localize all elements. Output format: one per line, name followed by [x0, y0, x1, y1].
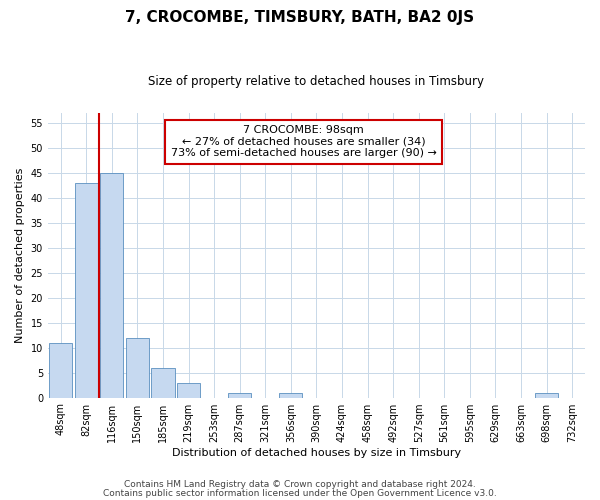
Y-axis label: Number of detached properties: Number of detached properties — [15, 168, 25, 343]
Title: Size of property relative to detached houses in Timsbury: Size of property relative to detached ho… — [148, 75, 484, 88]
Bar — [151, 368, 175, 398]
Bar — [177, 382, 200, 398]
Bar — [228, 392, 251, 398]
Bar — [100, 172, 124, 398]
Bar — [535, 392, 558, 398]
Bar — [75, 182, 98, 398]
Bar — [49, 342, 72, 398]
Bar — [280, 392, 302, 398]
Text: Contains public sector information licensed under the Open Government Licence v3: Contains public sector information licen… — [103, 488, 497, 498]
X-axis label: Distribution of detached houses by size in Timsbury: Distribution of detached houses by size … — [172, 448, 461, 458]
Text: 7 CROCOMBE: 98sqm
← 27% of detached houses are smaller (34)
73% of semi-detached: 7 CROCOMBE: 98sqm ← 27% of detached hous… — [171, 126, 437, 158]
Bar — [126, 338, 149, 398]
Text: 7, CROCOMBE, TIMSBURY, BATH, BA2 0JS: 7, CROCOMBE, TIMSBURY, BATH, BA2 0JS — [125, 10, 475, 25]
Text: Contains HM Land Registry data © Crown copyright and database right 2024.: Contains HM Land Registry data © Crown c… — [124, 480, 476, 489]
